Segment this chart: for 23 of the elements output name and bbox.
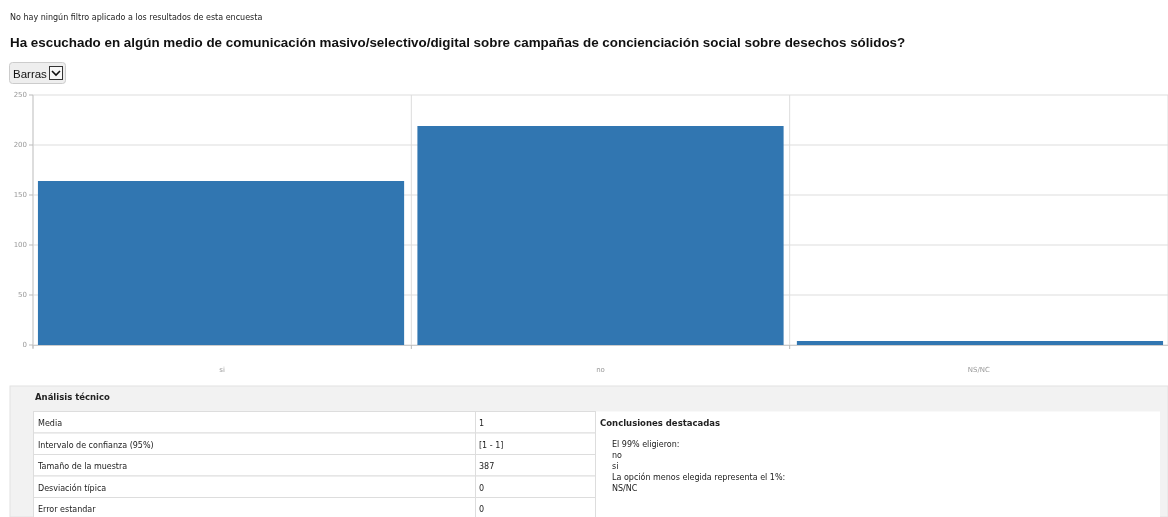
text: Media: [38, 419, 63, 428]
text: 0: [479, 505, 485, 514]
text: Conclusiones destacadas: [600, 418, 721, 428]
text: La opción menos elegida representa el 1%:: [612, 472, 786, 482]
text: [1 - 1]: [479, 440, 504, 450]
text: Análisis técnico: [35, 392, 111, 402]
bar: [796, 341, 1164, 345]
text: Error estandar: [38, 505, 97, 514]
text: 1: [479, 419, 485, 428]
text: El 99% eligieron:: [612, 440, 680, 449]
text: No hay ningún filtro aplicado a los resultados de esta encuesta: [10, 13, 263, 22]
text: si: [612, 462, 619, 471]
text: Intervalo de confianza (95%): [38, 440, 154, 450]
text: no: [612, 451, 623, 460]
bar: [417, 126, 784, 345]
bar: [37, 181, 405, 345]
text: Desviación típica: [38, 482, 107, 493]
text: 387: [479, 462, 495, 471]
text: 0: [479, 483, 485, 493]
text: Tamaño de la muestra: [37, 462, 128, 471]
text: Barras: [13, 68, 48, 80]
text: NS/NC: [612, 484, 638, 493]
chart-title: Ha escuchado en algún medio de comunicación masivo/selectivo/digital sobre campañas de concienciación social sobre desechos sólidos?: [10, 35, 906, 50]
